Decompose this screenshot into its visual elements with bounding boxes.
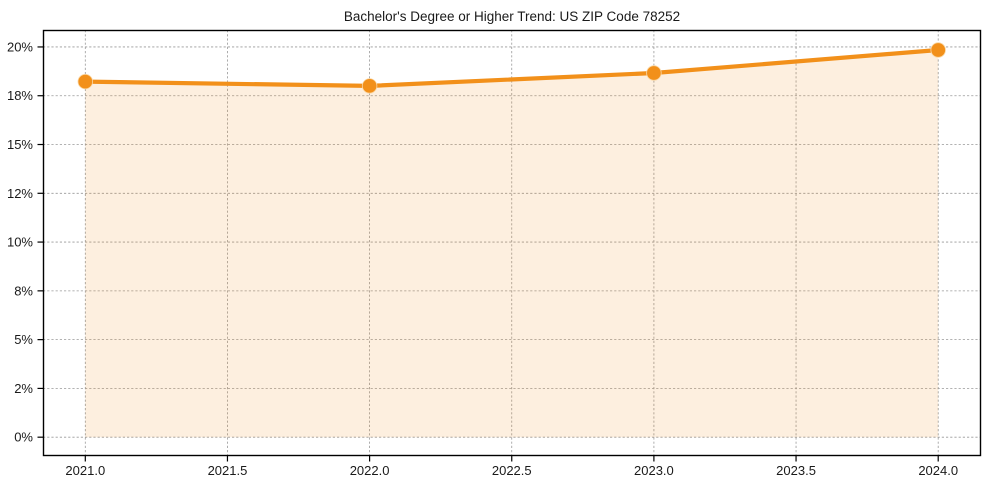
svg-text:20%: 20% [7, 39, 33, 54]
svg-text:2021.5: 2021.5 [208, 463, 248, 478]
svg-text:2021.0: 2021.0 [65, 463, 105, 478]
svg-text:2022.5: 2022.5 [492, 463, 532, 478]
svg-text:18%: 18% [7, 88, 33, 103]
svg-text:8%: 8% [14, 283, 33, 298]
svg-text:2023.5: 2023.5 [776, 463, 816, 478]
svg-text:0%: 0% [14, 430, 33, 445]
svg-text:2024.0: 2024.0 [918, 463, 958, 478]
svg-text:15%: 15% [7, 137, 33, 152]
svg-text:2%: 2% [14, 381, 33, 396]
svg-text:10%: 10% [7, 235, 33, 250]
svg-text:2023.0: 2023.0 [634, 463, 674, 478]
svg-text:5%: 5% [14, 332, 33, 347]
svg-text:2022.0: 2022.0 [350, 463, 390, 478]
svg-text:12%: 12% [7, 186, 33, 201]
